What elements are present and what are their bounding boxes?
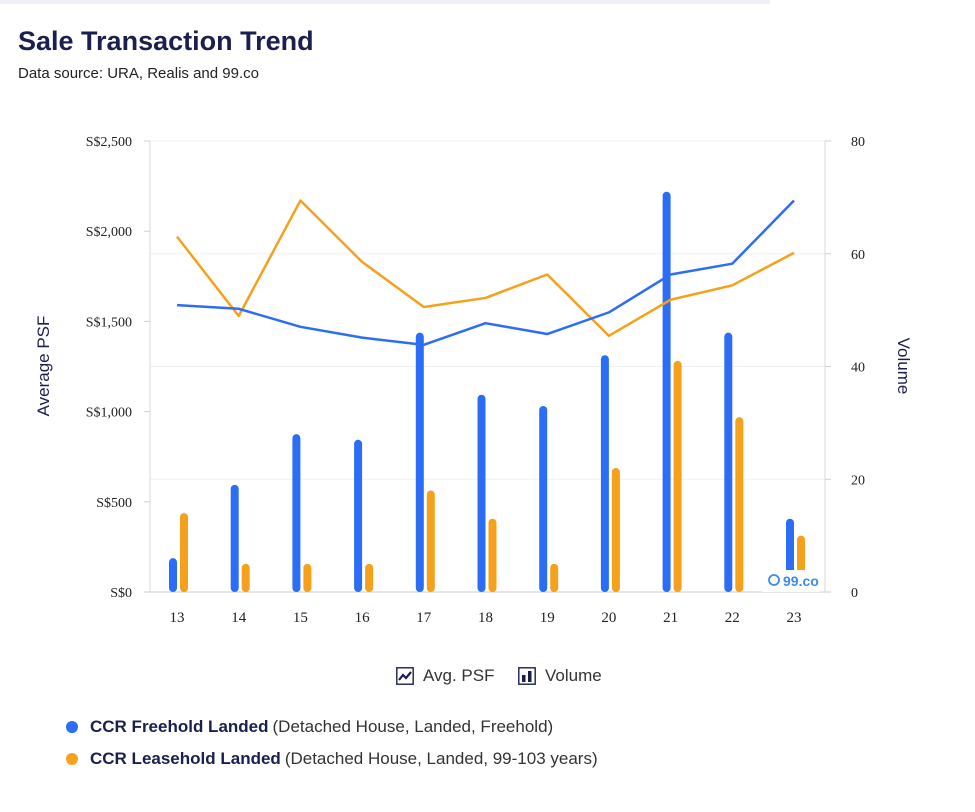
volume-bar-leasehold xyxy=(611,467,620,592)
volume-bar-freehold xyxy=(230,484,239,592)
volume-bar-leasehold xyxy=(303,563,312,592)
volume-bar-freehold xyxy=(354,439,363,592)
y-tick-left-label: S$500 xyxy=(96,496,132,511)
y-tick-left-label: S$1,500 xyxy=(86,315,132,330)
chart-area: S$0 S$500 S$1,000 S$1,500 S$2,000 S$2,500 0 20 4… xyxy=(34,135,913,626)
watermark-logo: 99.co xyxy=(783,573,819,589)
volume-bar-freehold xyxy=(477,394,486,592)
bar-chart-icon xyxy=(518,667,536,685)
psf-line-leasehold xyxy=(176,199,795,338)
volume-bar-freehold xyxy=(292,434,301,592)
volume-bar-freehold xyxy=(169,558,177,592)
y-tick-left-label: S$2,500 xyxy=(86,135,132,150)
legend-dot-leasehold xyxy=(66,753,78,765)
y-tick-left-label: S$1,000 xyxy=(86,406,132,421)
volume-bar-leasehold xyxy=(426,490,435,592)
volume-bar-leasehold xyxy=(673,360,682,592)
legend-item-leasehold[interactable]: CCR Leasehold Landed (Detached House, La… xyxy=(66,749,598,769)
x-tick-label: 23 xyxy=(787,610,802,626)
volume-bar-freehold xyxy=(662,191,671,593)
toggle-avg-psf[interactable]: Avg. PSF xyxy=(396,666,495,686)
psf-line-freehold xyxy=(176,199,795,347)
x-tick-label: 17 xyxy=(416,610,432,626)
toggle-volume-label: Volume xyxy=(545,666,602,685)
volume-bar-freehold xyxy=(539,405,548,592)
location-pin-icon xyxy=(768,574,780,586)
legend-detail-leasehold: (Detached House, Landed, 99-103 years) xyxy=(284,749,598,768)
y-axis-right-title: Volume xyxy=(894,338,913,395)
x-tick-label: 15 xyxy=(293,610,308,626)
chart-title: Sale Transaction Trend xyxy=(18,26,314,56)
y-tick-left-label: S$2,000 xyxy=(86,225,132,240)
x-tick-label: 18 xyxy=(478,610,493,626)
volume-bar-freehold xyxy=(724,332,733,592)
y-axis-left-title: Average PSF xyxy=(34,316,53,417)
line-chart-icon xyxy=(396,667,414,685)
volume-bar-leasehold xyxy=(488,518,497,592)
x-tick-label: 14 xyxy=(231,610,247,626)
volume-bar-leasehold xyxy=(365,563,374,592)
x-tick-label: 20 xyxy=(601,610,616,626)
x-tick-label: 19 xyxy=(540,610,555,626)
volume-bar-leasehold xyxy=(735,417,744,592)
y-tick-right-label: 80 xyxy=(851,135,865,150)
x-tick-label: 21 xyxy=(663,610,678,626)
x-tick-label: 13 xyxy=(170,610,185,626)
volume-bar-freehold xyxy=(600,355,609,592)
legend-name-freehold: CCR Freehold Landed xyxy=(90,717,269,736)
volume-bar-leasehold xyxy=(180,513,188,592)
y-tick-right-label: 40 xyxy=(851,361,865,376)
legend-item-freehold[interactable]: CCR Freehold Landed (Detached House, Lan… xyxy=(66,717,553,737)
volume-bar-leasehold xyxy=(241,563,250,592)
y-tick-right-label: 60 xyxy=(851,248,865,263)
volume-bar-freehold xyxy=(415,332,424,592)
chart-subtitle: Data source: URA, Realis and 99.co xyxy=(18,65,259,82)
y-tick-left-label: S$0 xyxy=(110,586,132,601)
legend-detail-freehold: (Detached House, Landed, Freehold) xyxy=(272,717,554,736)
y-tick-right-label: 20 xyxy=(851,473,865,488)
toggle-avg-psf-label: Avg. PSF xyxy=(423,666,495,685)
x-tick-label: 16 xyxy=(355,610,371,626)
y-tick-right-label: 0 xyxy=(851,586,858,601)
legend-name-leasehold: CCR Leasehold Landed xyxy=(90,749,281,768)
top-divider xyxy=(0,0,770,4)
x-tick-label: 22 xyxy=(725,610,740,626)
toggle-volume[interactable]: Volume xyxy=(518,666,602,686)
volume-bar-leasehold xyxy=(550,563,559,592)
legend-dot-freehold xyxy=(66,721,78,733)
